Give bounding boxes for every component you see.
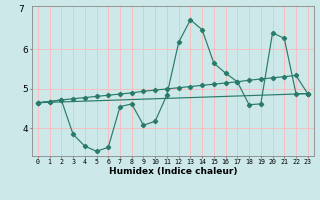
- Text: 7: 7: [18, 5, 24, 14]
- X-axis label: Humidex (Indice chaleur): Humidex (Indice chaleur): [108, 167, 237, 176]
